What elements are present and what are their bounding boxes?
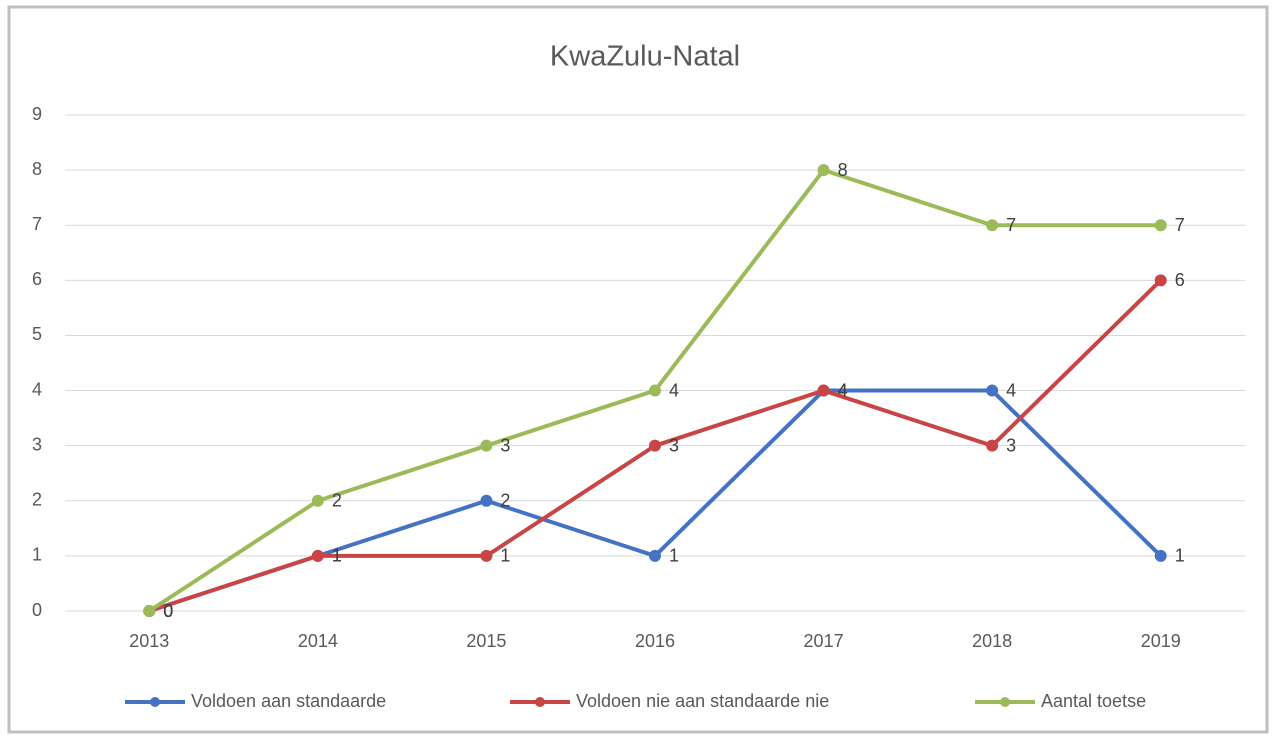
y-tick-label: 7: [32, 214, 42, 234]
data-label: 4: [838, 380, 848, 400]
data-label: 0: [163, 601, 173, 621]
x-tick-label: 2017: [804, 631, 844, 651]
x-tick-label: 2016: [635, 631, 675, 651]
legend-label: Voldoen nie aan standaarde nie: [576, 691, 829, 711]
data-label: 1: [500, 546, 510, 566]
legend-label: Voldoen aan standaarde: [191, 691, 386, 711]
y-tick-label: 0: [32, 600, 42, 620]
x-tick-label: 2019: [1141, 631, 1181, 651]
y-tick-label: 6: [32, 269, 42, 289]
data-label: 8: [838, 160, 848, 180]
data-label: 1: [332, 546, 342, 566]
chart-title: KwaZulu-Natal: [550, 41, 740, 73]
y-tick-label: 4: [32, 379, 42, 399]
y-tick-label: 1: [32, 545, 42, 565]
data-point: [817, 384, 830, 397]
data-point: [143, 605, 156, 617]
x-tick-label: 2015: [466, 631, 506, 651]
x-tick-label: 2013: [129, 631, 169, 651]
data-label: 2: [332, 491, 342, 511]
data-label: 3: [500, 435, 510, 455]
data-point: [649, 384, 661, 397]
legend-marker: [1000, 697, 1010, 707]
data-label: 3: [1006, 435, 1016, 455]
data-label: 3: [669, 435, 679, 455]
data-point: [1154, 274, 1167, 287]
data-point: [817, 164, 830, 177]
data-label: 1: [332, 546, 342, 566]
data-point: [480, 439, 493, 452]
chart-frame: [7, 5, 1269, 734]
data-label: 4: [838, 380, 848, 400]
x-tick-label: 2018: [972, 631, 1012, 651]
y-tick-label: 8: [32, 159, 42, 179]
data-point: [480, 494, 493, 507]
data-point: [311, 549, 324, 562]
x-tick-label: 2014: [298, 631, 338, 651]
y-tick-label: 3: [32, 434, 42, 454]
legend-marker: [150, 697, 160, 707]
data-point: [311, 494, 324, 507]
data-label: 4: [1006, 380, 1016, 400]
data-point: [480, 549, 493, 562]
data-point: [649, 439, 661, 452]
data-point: [649, 549, 661, 562]
legend-marker: [535, 697, 545, 707]
data-label: 0: [163, 601, 173, 621]
legend-label: Aantal toetse: [1041, 691, 1146, 711]
y-tick-label: 5: [32, 324, 42, 344]
data-label: 7: [1006, 215, 1016, 235]
y-tick-label: 9: [32, 104, 42, 124]
data-label: 6: [1175, 270, 1185, 290]
data-label: 1: [1175, 546, 1185, 566]
data-label: 1: [669, 546, 679, 566]
data-label: 2: [500, 491, 510, 511]
data-label: 4: [669, 380, 679, 400]
y-tick-label: 2: [32, 490, 42, 510]
data-label: 7: [1175, 215, 1185, 235]
data-point: [986, 439, 999, 452]
data-point: [986, 219, 999, 232]
data-label: 0: [163, 601, 173, 621]
data-point: [1154, 549, 1167, 562]
data-point: [1154, 219, 1167, 232]
data-point: [986, 384, 999, 397]
